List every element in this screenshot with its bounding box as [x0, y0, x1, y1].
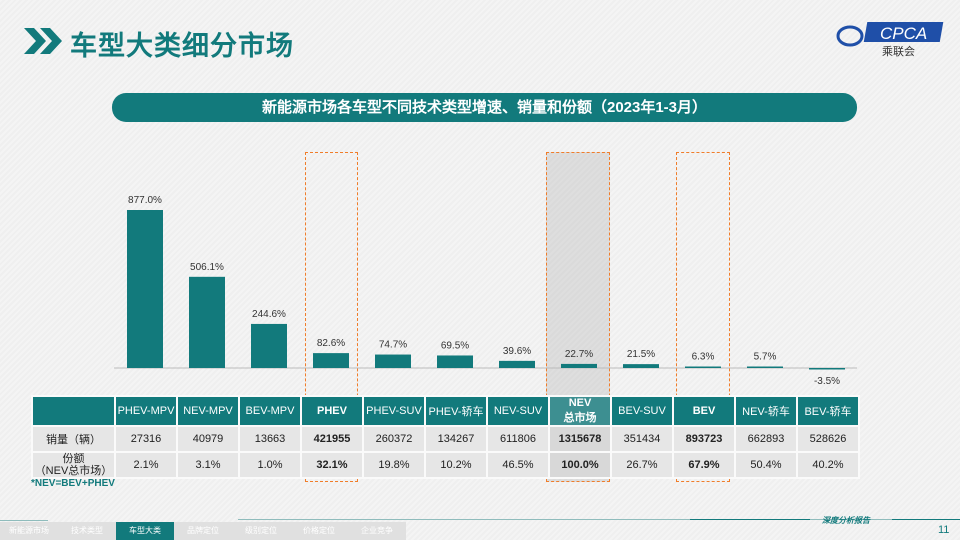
data-label: 877.0% — [128, 195, 162, 206]
data-table: PHEV-MPV NEV-MPV BEV-MPV PHEV PHEV-SUV PHEV-轿… — [31, 395, 860, 479]
page-title: 车型大类细分市场 — [70, 31, 294, 61]
bar — [375, 354, 411, 368]
column-header: NEV-轿车 — [734, 395, 798, 427]
column-header: PHEV — [300, 395, 364, 427]
nav-tab[interactable]: 车型大类 — [116, 522, 174, 540]
nav-tab[interactable]: 级别定位 — [232, 522, 290, 540]
table-cell: 67.9% — [672, 451, 736, 479]
table-cell: 1.0% — [238, 451, 302, 479]
table-cell: 13663 — [238, 425, 302, 453]
column-header: BEV — [672, 395, 736, 427]
table-cell: 40979 — [176, 425, 240, 453]
table-cell: 40.2% — [796, 451, 860, 479]
table-cell: 32.1% — [300, 451, 364, 479]
row-label: 销量（辆） — [31, 425, 116, 453]
table-cell: 46.5% — [486, 451, 550, 479]
chart-subtitle: 新能源市场各车型不同技术类型增速、销量和份额（2023年1-3月） — [112, 93, 857, 122]
bar — [499, 360, 535, 368]
table-cell: 611806 — [486, 425, 550, 453]
data-label: 244.6% — [252, 309, 286, 320]
bar — [623, 364, 659, 368]
bar — [561, 363, 597, 368]
bar — [747, 366, 783, 368]
footnote: *NEV=BEV+PHEV — [31, 478, 115, 489]
svg-text:CPCA: CPCA — [880, 24, 927, 43]
report-label: 深度分析报告 — [822, 516, 870, 525]
nav-tab[interactable]: 品牌定位 — [174, 522, 232, 540]
column-header: PHEV-SUV — [362, 395, 426, 427]
bar — [685, 366, 721, 368]
table-cell: 26.7% — [610, 451, 674, 479]
data-label: 74.7% — [379, 340, 407, 351]
table-cell: 893723 — [672, 425, 736, 453]
cpca-logo: CPCA 乘联会 — [836, 18, 946, 58]
row-label: 份额 （NEV总市场） — [31, 451, 116, 479]
table-cell: 100.0% — [548, 451, 612, 479]
nav-tab[interactable]: 企业竞争 — [348, 522, 406, 540]
column-header: BEV-轿车 — [796, 395, 860, 427]
data-label: 69.5% — [441, 340, 469, 351]
bar — [189, 276, 225, 368]
growth-bar-chart: 877.0% 506.1% 244.6% 82.6% 74.7% 69.5% 39.6% 22… — [114, 195, 857, 387]
data-label: 506.1% — [190, 262, 224, 273]
bar — [313, 353, 349, 368]
column-header: NEV-SUV — [486, 395, 550, 427]
table-cell: 2.1% — [114, 451, 178, 479]
table-cell: 662893 — [734, 425, 798, 453]
nav-tab[interactable]: 新能源市场 — [0, 522, 58, 540]
data-label: 22.7% — [565, 349, 593, 360]
column-header: PHEV-MPV — [114, 395, 178, 427]
data-label: -3.5% — [814, 376, 840, 387]
bar — [251, 323, 287, 368]
table-cell: 1315678 — [548, 425, 612, 453]
table-cell: 351434 — [610, 425, 674, 453]
bar — [437, 355, 473, 368]
section-nav: 新能源市场 技术类型 车型大类 品牌定位 级别定位 价格定位 企业竞争 — [0, 522, 406, 540]
table-cell: 421955 — [300, 425, 364, 453]
data-label: 5.7% — [754, 352, 777, 363]
table-cell: 260372 — [362, 425, 426, 453]
bar — [809, 368, 845, 370]
svg-text:乘联会: 乘联会 — [882, 45, 915, 58]
table-row: 销量（辆） 27316 40979 13663 421955 260372 134267 61… — [31, 425, 860, 453]
column-header — [31, 395, 116, 427]
column-header: PHEV-轿车 — [424, 395, 488, 427]
nav-tab[interactable]: 技术类型 — [58, 522, 116, 540]
bar — [127, 210, 163, 368]
bev-highlight-box — [676, 152, 730, 482]
data-label: 21.5% — [627, 349, 655, 360]
table-cell: 19.8% — [362, 451, 426, 479]
column-header: BEV-MPV — [238, 395, 302, 427]
table-cell: 134267 — [424, 425, 488, 453]
chevron-double-icon — [24, 28, 62, 54]
data-label: 82.6% — [317, 338, 345, 349]
nav-tab[interactable]: 价格定位 — [290, 522, 348, 540]
table-cell: 528626 — [796, 425, 860, 453]
table-cell: 10.2% — [424, 451, 488, 479]
data-label: 6.3% — [692, 352, 715, 363]
table-header-row: PHEV-MPV NEV-MPV BEV-MPV PHEV PHEV-SUV PHEV-轿… — [31, 395, 860, 427]
phev-highlight-box — [305, 152, 358, 482]
table-row: 份额 （NEV总市场） 2.1% 3.1% 1.0% 32.1% 19.8% 10.2% 46.… — [31, 451, 860, 479]
table-cell: 27316 — [114, 425, 178, 453]
column-header: BEV-SUV — [610, 395, 674, 427]
table-cell: 50.4% — [734, 451, 798, 479]
page-number: 11 — [938, 524, 950, 536]
nev-highlight-box — [546, 152, 610, 482]
column-header: NEV 总市场 — [548, 395, 612, 427]
data-label: 39.6% — [503, 346, 531, 357]
column-header: NEV-MPV — [176, 395, 240, 427]
table-cell: 3.1% — [176, 451, 240, 479]
